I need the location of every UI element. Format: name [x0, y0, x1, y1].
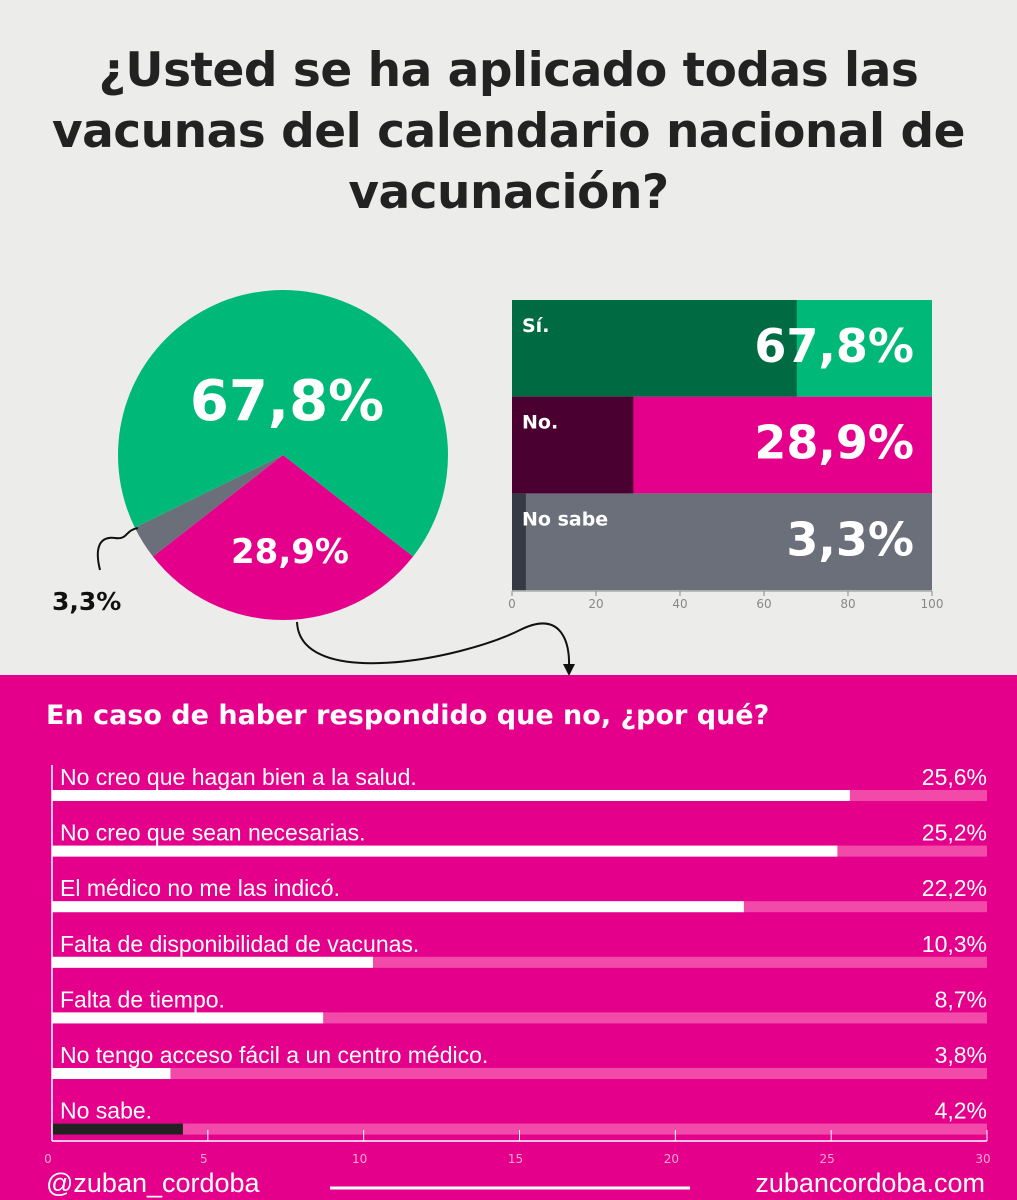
reason-track — [52, 1123, 987, 1135]
bar-value-label: 67,8% — [754, 319, 914, 373]
pie-label-si: 67,8% — [190, 369, 384, 434]
pie-slice — [134, 455, 283, 557]
bar — [512, 396, 634, 494]
page-title: ¿Usted se ha aplicado todas las vacunas … — [51, 43, 966, 220]
bar-category: Sí. — [522, 315, 549, 337]
bar-track — [512, 493, 932, 591]
arrow-head-icon — [563, 664, 575, 676]
tick-label: 30 — [975, 1152, 990, 1166]
reason-track — [52, 1068, 987, 1079]
tick-label: 40 — [672, 597, 687, 611]
reason-label: No creo que sean necesarias. — [60, 820, 366, 846]
tick-label: 15 — [508, 1152, 523, 1166]
reason-value: 8,7% — [935, 986, 987, 1012]
reason-value: 25,2% — [922, 820, 987, 846]
reason-bar — [52, 901, 744, 913]
reason-value: 10,3% — [922, 931, 987, 957]
leader-squiggle — [96, 527, 139, 571]
tick-label: 0 — [44, 1152, 52, 1166]
bar-value-label: 28,9% — [754, 416, 914, 470]
tick-label: 80 — [840, 597, 855, 611]
tick-label: 25 — [820, 1152, 835, 1166]
reason-bar — [52, 1068, 171, 1079]
pink-section — [0, 675, 1017, 1200]
tick-label: 20 — [588, 597, 603, 611]
tick-label: 60 — [756, 597, 771, 611]
bar — [512, 493, 526, 591]
reason-bar — [52, 956, 374, 968]
reason-label: Falta de disponibilidad de vacunas. — [60, 931, 419, 957]
reason-bar — [52, 1123, 183, 1135]
reason-value: 25,6% — [922, 764, 987, 790]
footer-handle: @zuban_cordoba — [46, 1168, 260, 1198]
pie-slice — [152, 455, 414, 620]
reason-bar — [52, 790, 850, 801]
bar-category: No sabe — [522, 508, 608, 530]
reason-track — [52, 956, 987, 968]
bar — [512, 300, 797, 397]
reason-label: Falta de tiempo. — [60, 986, 225, 1012]
pie-label-nosabe: 3,3% — [52, 587, 121, 616]
tick-label: 5 — [200, 1152, 208, 1166]
bar-category: No. — [522, 412, 558, 434]
bar-value-label: 3,3% — [786, 512, 914, 566]
reason-value: 3,8% — [935, 1042, 987, 1068]
question-2-title: En caso de haber respondido que no, ¿por… — [46, 700, 770, 731]
pie-slice — [118, 289, 448, 557]
tick-label: 0 — [508, 597, 516, 611]
reason-bar — [52, 845, 838, 857]
footer-website: zubancordoba.com — [755, 1168, 985, 1198]
reason-track — [52, 1012, 987, 1024]
connector-arrow — [296, 621, 571, 669]
reason-label: No sabe. — [60, 1098, 152, 1124]
reason-value: 4,2% — [935, 1098, 987, 1124]
reason-label: No tengo acceso fácil a un centro médico… — [60, 1042, 488, 1068]
reason-bar — [52, 1012, 324, 1024]
reason-label: No creo que hagan bien a la salud. — [60, 764, 417, 790]
tick-label: 100 — [921, 597, 944, 611]
pie-label-no: 28,9% — [231, 532, 349, 572]
reason-value: 22,2% — [922, 875, 987, 901]
tick-label: 20 — [664, 1152, 679, 1166]
reason-label: El médico no me las indicó. — [60, 875, 340, 901]
tick-label: 10 — [352, 1152, 367, 1166]
